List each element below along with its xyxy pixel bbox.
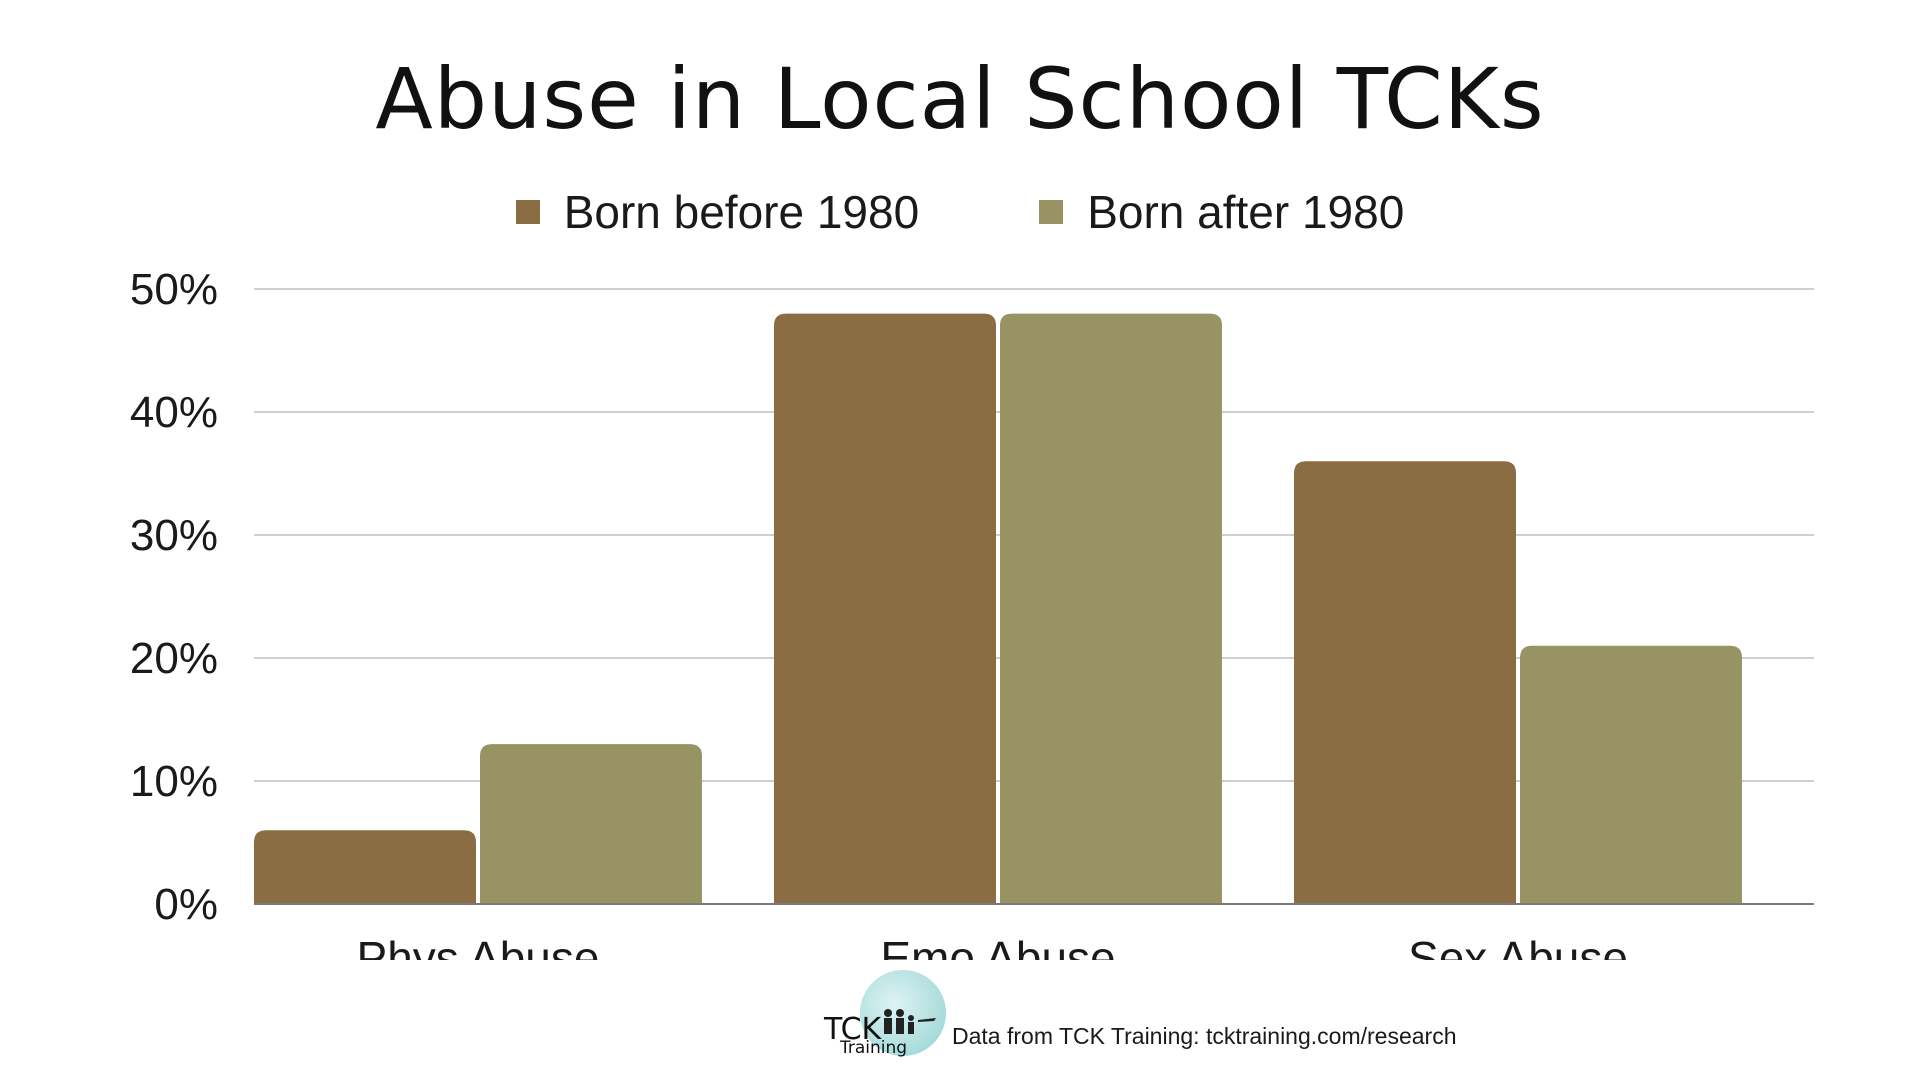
chart-title: Abuse in Local School TCKs	[375, 50, 1545, 148]
bar-phys-abuse-series-0	[254, 830, 476, 904]
footer: TCK Training Data from TCK Training: tck…	[820, 970, 1456, 1070]
bar-chart: 0% 10% 20% 30% 40% 50% Phys Abuse Emo Abuse Sex …	[130, 265, 1814, 960]
x-category-label-0: Phys Abuse	[357, 932, 600, 960]
bar-phys-abuse-series-1	[480, 744, 702, 904]
bar-emo-abuse-series-1	[1000, 313, 1222, 905]
y-tick-label-0: 0%	[154, 880, 218, 929]
y-tick-label-5: 50%	[130, 265, 218, 314]
legend-swatch-born-before-1980	[515, 200, 540, 224]
logo-training-text: Training	[840, 1038, 908, 1058]
x-category-label-1: Emo Abuse	[880, 932, 1115, 960]
logo-tck-text: TCK	[824, 1012, 882, 1047]
x-category-label-2: Sex Abuse	[1408, 932, 1628, 960]
bar-sex-abuse-series-0	[1294, 461, 1516, 904]
family-icon	[884, 1009, 936, 1034]
bar-emo-abuse-series-0	[774, 313, 996, 905]
y-tick-label-4: 40%	[130, 388, 218, 437]
y-tick-label-3: 30%	[130, 511, 218, 560]
y-tick-label-2: 20%	[130, 634, 218, 683]
legend-swatch-born-after-1980	[1039, 200, 1064, 224]
legend-item-born-before-1980: Born before 1980	[515, 185, 920, 239]
legend-item-born-after-1980: Born after 1980	[1039, 185, 1404, 239]
y-tick-label-1: 10%	[130, 757, 218, 806]
legend-label-born-after-1980: Born after 1980	[1087, 186, 1405, 238]
legend: Born before 1980 Born after 1980	[0, 185, 1920, 239]
legend-label-born-before-1980: Born before 1980	[563, 186, 920, 238]
tck-training-logo: TCK Training	[820, 970, 946, 1070]
bar-sex-abuse-series-1	[1520, 645, 1742, 904]
source-note: Data from TCK Training: tcktraining.com/…	[952, 1023, 1457, 1049]
